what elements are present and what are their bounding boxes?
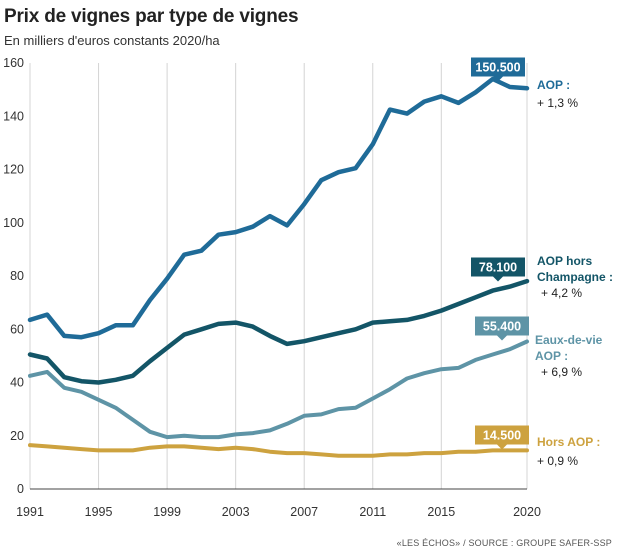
series-name-label: AOP hors Champagne : — [537, 254, 613, 284]
x-tick-label: 2020 — [513, 505, 541, 519]
source-note: «LES ÉCHOS» / SOURCE : GROUPE SAFER-SSP — [396, 538, 612, 548]
series-change-label: + 0,9 % — [537, 454, 578, 468]
x-tick-label: 2015 — [427, 505, 455, 519]
end-value-pointer — [497, 444, 507, 450]
end-value-box — [471, 57, 525, 77]
series-lines — [27, 76, 530, 458]
series-name-label: AOP : — [537, 78, 570, 92]
end-value-badge: 55.400 — [475, 316, 529, 341]
end-value-badge: 150.500 — [471, 57, 525, 82]
x-tick-label: 1999 — [153, 505, 181, 519]
series-line — [27, 278, 530, 385]
y-tick-label: 60 — [10, 322, 24, 336]
x-tick-label: 2003 — [222, 505, 250, 519]
chart-title: Prix de vignes par type de vignes — [4, 6, 299, 27]
series-change-label: + 1,3 % — [537, 96, 578, 110]
x-tick-label: 1995 — [85, 505, 113, 519]
end-value-box — [475, 316, 529, 336]
series-change-label: + 4,2 % — [541, 286, 582, 300]
end-value-badge: 78.100 — [471, 257, 525, 282]
end-value-label: 14.500 — [483, 429, 521, 443]
x-tick-label: 2011 — [359, 505, 386, 519]
axes: 1991 1995 1999 2003 2007 2011 2015 2020 0 20 40 60 8… — [3, 56, 541, 519]
end-value-pointer — [493, 76, 503, 82]
end-value-box — [475, 425, 529, 445]
chart-subtitle: En milliers d'euros constants 2020/ha — [4, 33, 220, 48]
end-value-label: 55.400 — [483, 320, 521, 334]
series-line — [28, 339, 529, 440]
end-value-label: 78.100 — [479, 261, 517, 275]
y-tick-label: 40 — [10, 376, 24, 390]
end-value-pointer — [493, 276, 503, 282]
series-change-label: + 6,9 % — [541, 365, 582, 379]
x-tick-label: 2007 — [290, 505, 318, 519]
y-tick-label: 80 — [10, 269, 24, 283]
end-value-pointer — [497, 335, 507, 341]
end-value-badge: 14.500 — [475, 425, 529, 450]
x-tick-label: 1991 — [16, 505, 44, 519]
y-tick-label: 100 — [3, 216, 24, 230]
series-line — [28, 443, 529, 458]
series-line — [27, 76, 530, 340]
y-tick-label: 20 — [10, 429, 24, 443]
y-tick-label: 0 — [17, 482, 24, 496]
end-value-box — [471, 257, 525, 277]
series-labels: 150.500 AOP : + 1,3 % 78.100 AOP hors Champag… — [471, 57, 613, 468]
series-name-label: Eaux-de-vie AOP : — [535, 333, 603, 363]
y-tick-label: 140 — [3, 109, 24, 123]
series-name-label: Hors AOP : — [537, 435, 600, 449]
y-tick-label: 120 — [3, 163, 24, 177]
grid-lines — [29, 63, 528, 489]
end-value-label: 150.500 — [475, 61, 520, 75]
y-tick-label: 160 — [3, 56, 24, 70]
